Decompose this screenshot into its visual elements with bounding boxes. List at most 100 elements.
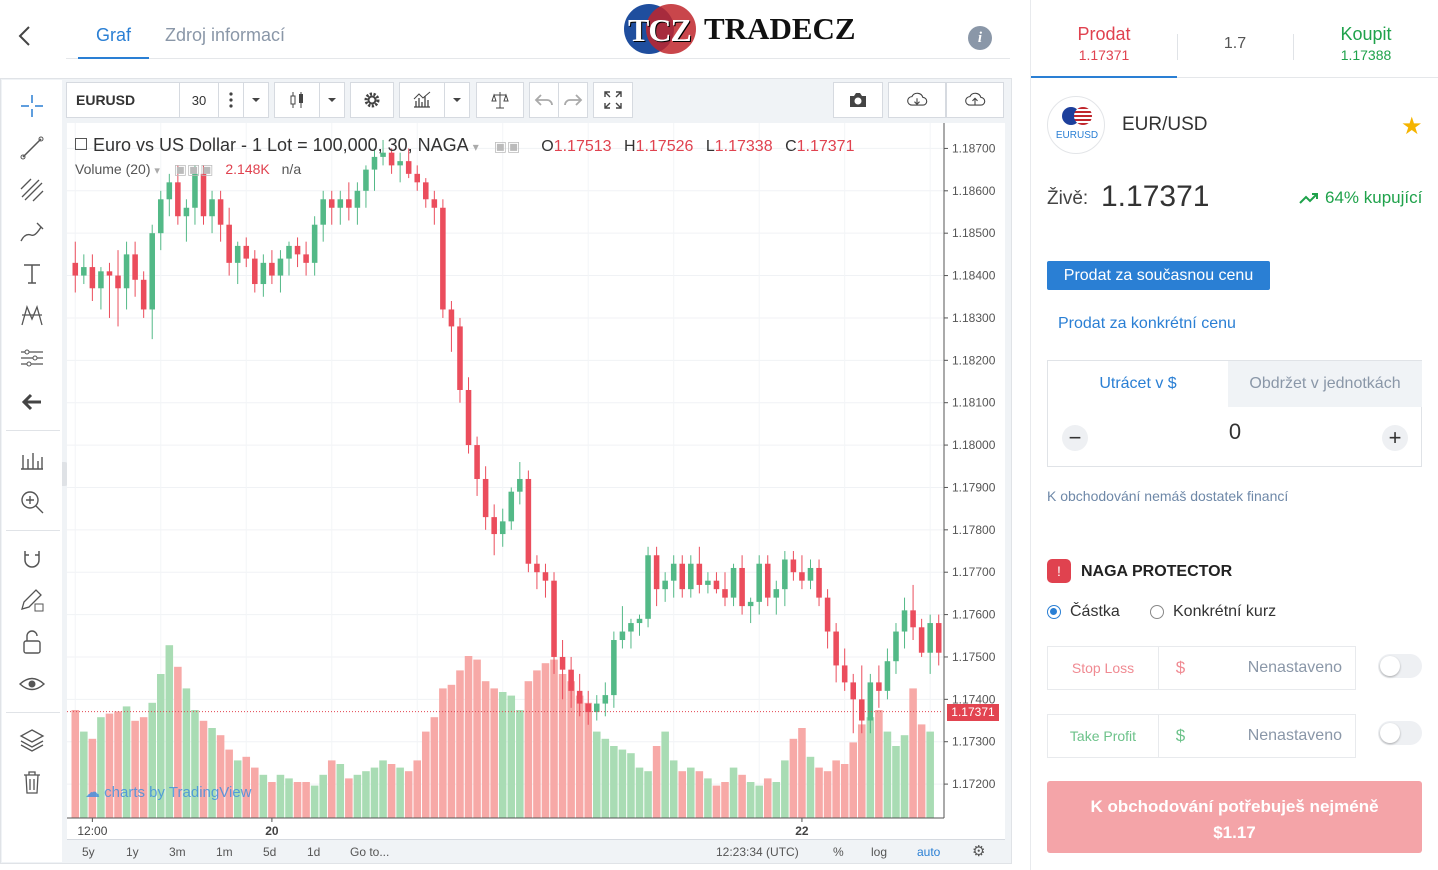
price-chart[interactable]: 1.18700 1.18600 1.18500 1.18400 1.18300 1.182… [67, 123, 1005, 863]
indicators-dropdown[interactable] [444, 82, 470, 118]
ruler-icon [21, 453, 43, 470]
tab-buy[interactable]: Koupit 1.17388 [1293, 18, 1438, 78]
back-button[interactable] [0, 16, 50, 56]
settings-button[interactable] [350, 82, 394, 118]
collapse-icon[interactable] [75, 138, 87, 150]
range-5d[interactable]: 5d [263, 845, 277, 859]
tab-spend-dollars[interactable]: Utrácet v $ [1099, 375, 1177, 392]
star-icon[interactable]: ★ [1401, 113, 1423, 140]
legend-caret-icon[interactable]: ▾ [472, 140, 479, 154]
symbol-input[interactable]: EURUSD [66, 82, 180, 118]
volume-bar [122, 706, 131, 818]
sidebar-collapse-handle[interactable] [62, 462, 68, 486]
need-funds-button[interactable]: K obchodování potřebuješ nejméně $1.17 [1047, 781, 1422, 853]
log-toggle[interactable]: log [871, 845, 888, 859]
tradingview-branding[interactable]: ☁ charts by TradingView [85, 783, 251, 801]
pattern-tool[interactable] [2, 296, 62, 336]
interval-dropdown[interactable] [243, 82, 269, 118]
candle-body [157, 199, 164, 234]
interval-button[interactable]: 30 [179, 82, 219, 118]
tab-graf[interactable]: Graf [78, 17, 149, 59]
take-profit-value[interactable]: Nenastaveno [1247, 727, 1342, 744]
radio-amount[interactable]: Částka [1047, 603, 1120, 621]
percent-toggle[interactable]: % [833, 845, 844, 859]
delete-tool[interactable] [2, 762, 62, 802]
auto-toggle[interactable]: auto [917, 845, 941, 859]
utc-clock[interactable]: 12:23:34 (UTC) [716, 845, 799, 859]
take-profit-toggle[interactable] [1378, 721, 1422, 745]
snapshot-button[interactable] [833, 82, 883, 118]
volume-bar [216, 735, 225, 818]
tab-zdroj-informaci[interactable]: Zdroj informací [165, 25, 286, 45]
candle-body [688, 563, 694, 590]
tab-sell[interactable]: Prodat 1.17371 [1031, 18, 1177, 78]
remove-drawings-tool[interactable] [2, 382, 62, 422]
info-icon[interactable]: i [968, 26, 992, 50]
zoom-tool[interactable] [2, 482, 62, 522]
layers-tool[interactable] [2, 720, 62, 760]
range-1y[interactable]: 1y [126, 845, 139, 859]
prediction-tool[interactable] [2, 338, 62, 378]
redo-button[interactable] [558, 82, 588, 118]
crosshair-tool[interactable] [2, 86, 62, 126]
load-layout-button[interactable] [888, 82, 946, 118]
volume-bar [695, 771, 704, 818]
volume-caret-icon[interactable]: ▾ [154, 165, 160, 177]
range-1m[interactable]: 1m [216, 845, 233, 859]
tab-receive-units[interactable]: Obdržet v jednotkách [1228, 361, 1422, 407]
volume-bar [80, 731, 88, 818]
volume-bar [481, 681, 490, 818]
chart-legend: Euro vs US Dollar - 1 Lot = 100,000, 30,… [75, 135, 854, 156]
sell-price: 1.17371 [1078, 47, 1130, 63]
us-flag-icon [1074, 107, 1092, 125]
unlock-tool[interactable] [2, 622, 62, 662]
goto-button[interactable]: Go to... [350, 845, 390, 859]
compare-button[interactable] [476, 82, 524, 118]
chart-area[interactable]: 1.18700 1.18600 1.18500 1.18400 1.18300 1.182… [67, 123, 1005, 863]
volume-settings-icon[interactable]: ▣▣▣ [173, 161, 214, 177]
text-tool[interactable] [2, 254, 62, 294]
y-tick-label: 1.18400 [952, 269, 996, 283]
legend-settings-icon[interactable]: ▣▣ [493, 138, 521, 154]
radio-amount-label: Částka [1070, 603, 1120, 620]
volume-bar [815, 767, 823, 818]
stop-loss-toggle[interactable] [1378, 654, 1422, 678]
magnet-tool[interactable] [2, 538, 62, 578]
insufficient-funds-msg: K obchodování nemáš dostatek financí [1047, 488, 1289, 504]
range-3m[interactable]: 3m [169, 845, 186, 859]
increase-button[interactable]: + [1382, 425, 1408, 451]
volume-bar [156, 674, 165, 818]
volume-bar [840, 764, 849, 818]
fullscreen-button[interactable] [593, 82, 633, 118]
volume-bar [806, 756, 815, 818]
interval-menu-button[interactable] [218, 82, 244, 118]
measure-tool[interactable] [2, 440, 62, 480]
lock-drawing-tool[interactable] [2, 580, 62, 620]
volume-bar [669, 760, 678, 818]
candle-body [388, 152, 395, 166]
stop-loss-row[interactable]: Stop Loss $ Nenastaveno [1047, 646, 1356, 690]
volume-bar [704, 778, 712, 818]
trend-line-tool[interactable] [2, 128, 62, 168]
radio-rate[interactable]: Konkrétní kurz [1150, 603, 1276, 621]
sell-at-price-link[interactable]: Prodat za konkrétní cenu [1058, 315, 1236, 332]
decrease-button[interactable]: − [1062, 425, 1088, 451]
stop-loss-value[interactable]: Nenastaveno [1247, 659, 1342, 676]
chart-style-button[interactable] [274, 82, 320, 118]
fib-tool[interactable] [2, 170, 62, 210]
shield-icon: ! [1047, 559, 1071, 583]
axis-settings-icon[interactable]: ⚙ [972, 843, 986, 860]
indicators-button[interactable] [399, 82, 445, 118]
sell-now-button[interactable]: Prodat za současnou cenu [1047, 261, 1270, 290]
visibility-tool[interactable] [2, 664, 62, 704]
range-1d[interactable]: 1d [307, 845, 321, 859]
save-layout-button[interactable] [946, 82, 1004, 118]
brush-tool[interactable] [2, 212, 62, 252]
amount-input[interactable] [1108, 419, 1362, 445]
chart-style-dropdown[interactable] [319, 82, 345, 118]
candle-body [747, 601, 754, 607]
undo-button[interactable] [529, 82, 559, 118]
range-5y[interactable]: 5y [82, 845, 95, 859]
take-profit-row[interactable]: Take Profit $ Nenastaveno [1047, 714, 1356, 758]
candle-body [294, 245, 301, 255]
